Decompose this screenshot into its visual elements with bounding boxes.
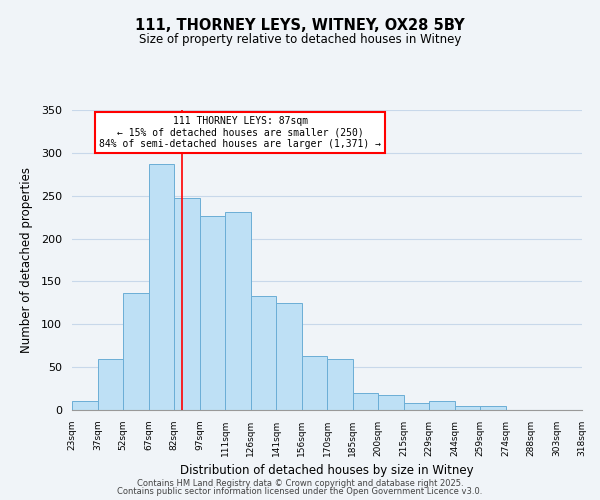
- Text: Contains public sector information licensed under the Open Government Licence v3: Contains public sector information licen…: [118, 487, 482, 496]
- Bar: [276, 303, 302, 410]
- Bar: [404, 403, 429, 410]
- Text: Contains HM Land Registry data © Crown copyright and database right 2025.: Contains HM Land Registry data © Crown c…: [137, 478, 463, 488]
- Bar: [378, 396, 404, 410]
- Bar: [72, 402, 97, 410]
- Bar: [327, 360, 353, 410]
- Bar: [429, 402, 455, 410]
- Bar: [174, 198, 199, 410]
- Bar: [480, 406, 505, 410]
- Bar: [251, 296, 276, 410]
- Y-axis label: Number of detached properties: Number of detached properties: [20, 167, 33, 353]
- Bar: [353, 393, 378, 410]
- Bar: [225, 212, 251, 410]
- Bar: [455, 406, 480, 410]
- Bar: [123, 292, 149, 410]
- Bar: [149, 164, 174, 410]
- Text: 111 THORNEY LEYS: 87sqm
← 15% of detached houses are smaller (250)
84% of semi-d: 111 THORNEY LEYS: 87sqm ← 15% of detache…: [100, 116, 382, 149]
- Text: Size of property relative to detached houses in Witney: Size of property relative to detached ho…: [139, 32, 461, 46]
- Bar: [199, 216, 225, 410]
- Bar: [97, 358, 123, 410]
- X-axis label: Distribution of detached houses by size in Witney: Distribution of detached houses by size …: [180, 464, 474, 477]
- Bar: [302, 356, 327, 410]
- Text: 111, THORNEY LEYS, WITNEY, OX28 5BY: 111, THORNEY LEYS, WITNEY, OX28 5BY: [135, 18, 465, 32]
